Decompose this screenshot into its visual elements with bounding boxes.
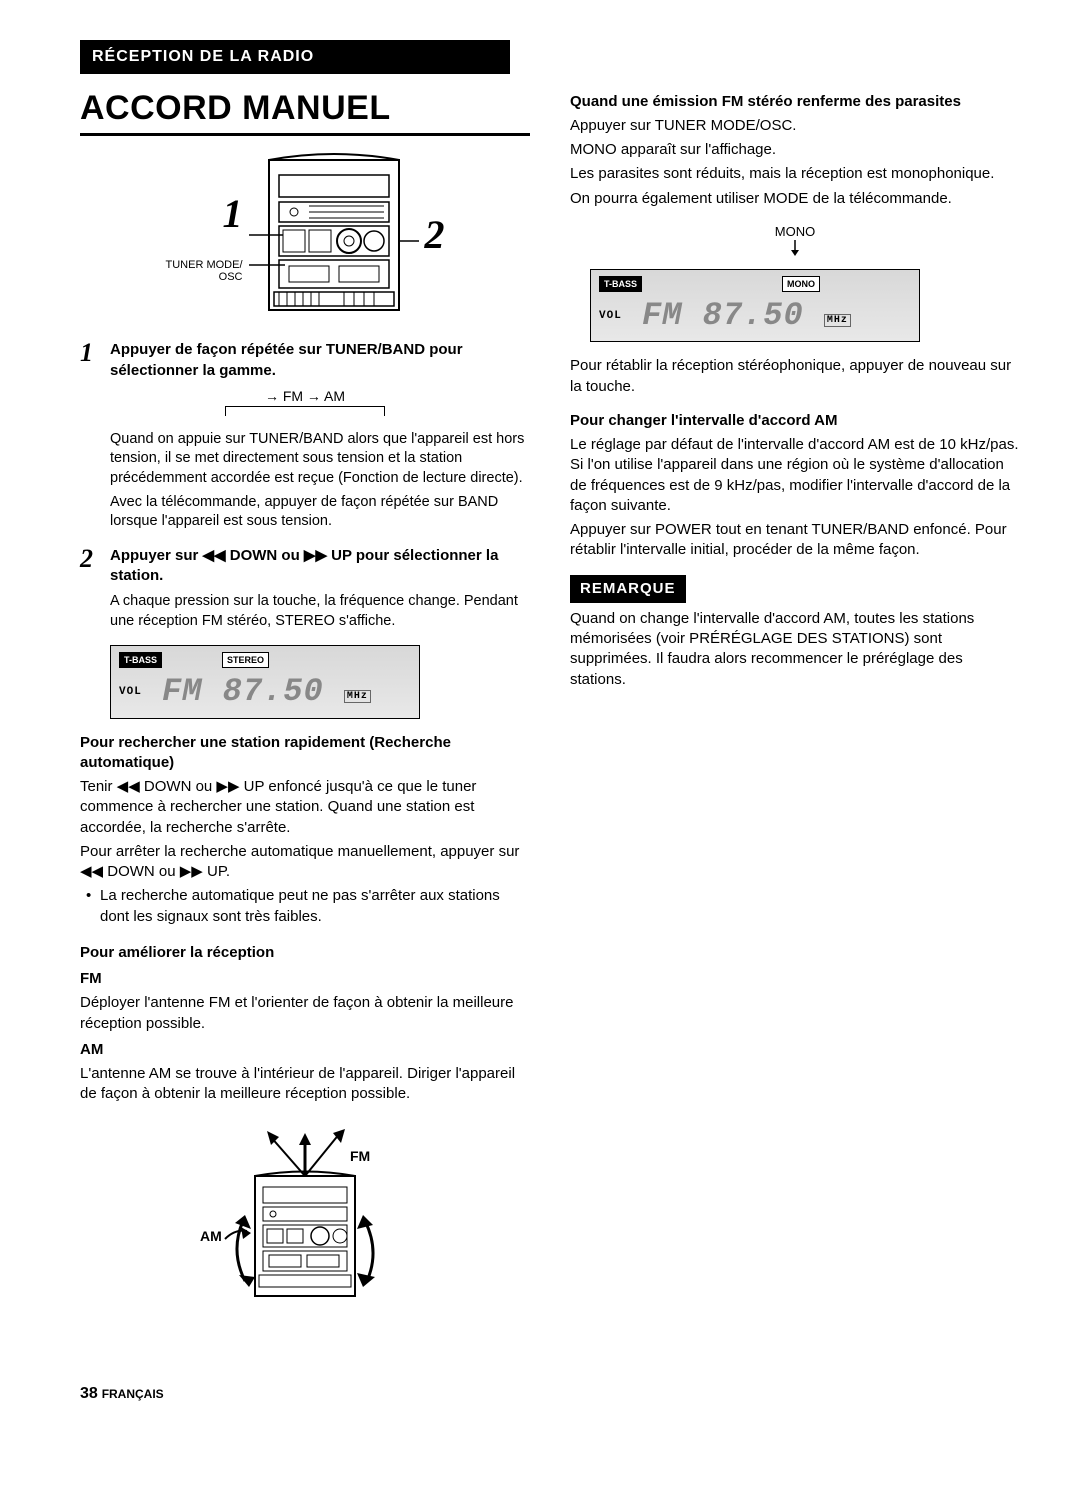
mono-indicator: MONO [782, 276, 820, 292]
auto-search-body-2: Pour arrêter la recherche automatique ma… [80, 842, 530, 883]
antenna-illustration: FM AM [80, 1121, 530, 1327]
band-cycle-text: → FM → AM [205, 387, 405, 406]
mono-label: MONO [775, 224, 815, 239]
fm-label: FM [80, 969, 530, 989]
callout-1: 1 [166, 187, 243, 241]
right-p8: Quand on change l'intervalle d'accord AM… [570, 609, 1020, 690]
step-2-title: Appuyer sur ◀◀ DOWN ou ▶▶ UP pour sélect… [110, 546, 530, 587]
svg-text:FM: FM [350, 1148, 370, 1164]
page-footer: 38 FRANÇAIS [80, 1383, 1020, 1405]
am-body: L'antenne AM se trouve à l'intérieur de … [80, 1064, 530, 1105]
mhz-label: MHz [344, 690, 371, 703]
auto-search-note: La recherche automatique peut ne pas s'a… [100, 886, 530, 927]
right-p4: On pourra également utiliser MODE de la … [570, 189, 1020, 209]
display-panel-stereo: T-BASS STEREO VOL FM 87.50 MHz [110, 645, 420, 718]
step-2-body-1: A chaque pression sur la touche, la fréq… [110, 592, 530, 631]
language-label: FRANÇAIS [102, 1387, 164, 1401]
band-cycle-diagram: → FM → AM [205, 387, 405, 416]
right-p7: Appuyer sur POWER tout en tenant TUNER/B… [570, 520, 1020, 561]
tuner-mode-label-b: OSC [219, 271, 243, 283]
stereo-indicator: STEREO [222, 652, 269, 668]
right-p5: Pour rétablir la réception stéréophoniqu… [570, 356, 1020, 397]
fm-body: Déployer l'antenne FM et l'orienter de f… [80, 993, 530, 1034]
tbass-indicator: T-BASS [119, 652, 162, 668]
am-label: AM [80, 1040, 530, 1060]
stereo-device-icon [249, 150, 419, 320]
callout-2: 2 [425, 208, 445, 262]
right-column: Quand une émission FM stéréo renferme de… [570, 86, 1020, 1343]
svg-text:AM: AM [200, 1228, 222, 1244]
remarque-heading: REMARQUE [570, 575, 686, 603]
right-p6: Le réglage par défaut de l'intervalle d'… [570, 435, 1020, 516]
improve-reception-heading: Pour améliorer la réception [80, 943, 530, 963]
right-p1: Appuyer sur TUNER MODE/OSC. [570, 116, 1020, 136]
step-1-body-2: Avec la télécommande, appuyer de façon r… [110, 493, 530, 532]
step-1-body-1: Quand on appuie sur TUNER/BAND alors que… [110, 430, 530, 489]
step-2-number: 2 [80, 546, 102, 587]
right-p2: MONO apparaît sur l'affichage. [570, 140, 1020, 160]
frequency-display: FM 87.50 [162, 673, 324, 710]
step-1-number: 1 [80, 340, 102, 381]
bullet-dot: • [86, 886, 94, 927]
auto-search-heading: Pour rechercher une station rapidement (… [80, 733, 530, 774]
device-illustration: 1 TUNER MODE/ OSC [80, 150, 530, 320]
step-1-title: Appuyer de façon répétée sur TUNER/BAND … [110, 340, 530, 381]
display-panel-mono: T-BASS MONO VOL FM 87.50 MHz [590, 269, 920, 342]
frequency-display-2: FM 87.50 [642, 297, 804, 334]
down-arrow-icon [789, 240, 801, 256]
vol-label-2: VOL [599, 310, 622, 322]
page-title: ACCORD MANUEL [80, 86, 530, 137]
mhz-label-2: MHz [824, 314, 851, 327]
fm-stereo-noise-heading: Quand une émission FM stéréo renferme de… [570, 92, 1020, 112]
tuner-mode-label-a: TUNER MODE/ [166, 259, 243, 271]
section-header: RÉCEPTION DE LA RADIO [80, 40, 510, 74]
step-2: 2 Appuyer sur ◀◀ DOWN ou ▶▶ UP pour séle… [80, 546, 530, 587]
left-column: ACCORD MANUEL 1 TUNER MODE/ OSC [80, 86, 530, 1343]
tbass-indicator-2: T-BASS [599, 276, 642, 292]
vol-label: VOL [119, 686, 142, 698]
page-number: 38 [80, 1385, 98, 1402]
right-p3: Les parasites sont réduits, mais la réce… [570, 164, 1020, 184]
am-interval-heading: Pour changer l'intervalle d'accord AM [570, 411, 1020, 431]
auto-search-body-1: Tenir ◀◀ DOWN ou ▶▶ UP enfoncé jusqu'à c… [80, 777, 530, 838]
step-1: 1 Appuyer de façon répétée sur TUNER/BAN… [80, 340, 530, 381]
